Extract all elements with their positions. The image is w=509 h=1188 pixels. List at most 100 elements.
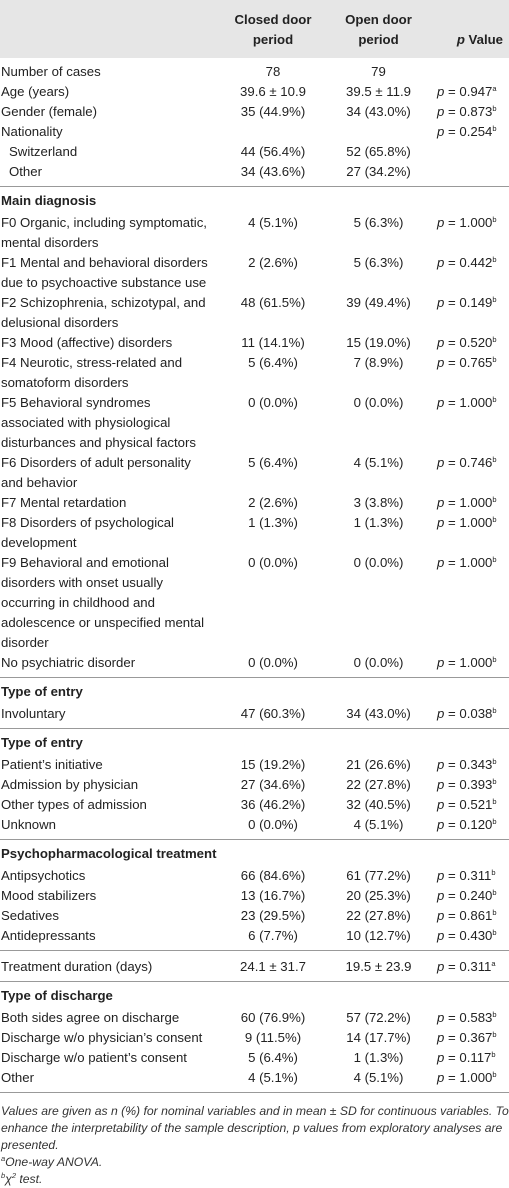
- p-value: p = 1.000b: [437, 495, 497, 510]
- p-value: p = 1.000b: [437, 655, 497, 670]
- header-open-door: Open door period: [345, 12, 412, 47]
- p-value: [425, 58, 509, 82]
- p-value: p = 0.861b: [437, 908, 497, 923]
- open-value: 10 (12.7%): [346, 928, 411, 943]
- table-row: F3 Mood (affective) disorders 11 (14.1%) 1…: [0, 333, 509, 353]
- p-letter: p: [437, 495, 445, 510]
- p-letter: p: [437, 455, 445, 470]
- closed-value: 24.1 ± 31.7: [240, 959, 306, 974]
- open-value: 4 (5.1%): [353, 455, 404, 470]
- table-row: F0 Organic, including symptomatic, menta…: [0, 213, 509, 253]
- open-value: 4 (5.1%): [332, 1068, 425, 1093]
- p-letter: p: [437, 706, 445, 721]
- table-row: Involuntary 47 (60.3%) 34 (43.0%) p = 0.038…: [0, 704, 509, 729]
- p-letter: p: [437, 1050, 445, 1065]
- open-value: 32 (40.5%): [346, 797, 411, 812]
- table-row: Age (years) 39.6 ± 10.9 39.5 ± 11.9 p = 0.9…: [0, 82, 509, 102]
- closed-value: 9 (11.5%): [244, 1030, 302, 1045]
- row-label: Other: [0, 1068, 214, 1093]
- table-row: Admission by physician 27 (34.6%) 22 (27.8…: [0, 775, 509, 795]
- p-value: p = 0.583b: [437, 1010, 497, 1025]
- table-row: F1 Mental and behavioral disorders due t…: [0, 253, 509, 293]
- open-value: 1 (1.3%): [353, 515, 404, 530]
- table-row: Unknown 0 (0.0%) 4 (5.1%) p = 0.120b: [0, 815, 509, 840]
- open-value: 0 (0.0%): [353, 395, 404, 410]
- closed-value: 47 (60.3%): [240, 706, 306, 721]
- row-label: Other: [9, 164, 42, 179]
- row-label: F6 Disorders of adult personality and be…: [1, 455, 191, 490]
- section-heading: Psychopharmacological treatment: [0, 839, 509, 866]
- p-value: p = 0.765b: [437, 355, 497, 370]
- p-value: p = 0.873b: [437, 104, 497, 119]
- p-letter: p: [437, 124, 445, 139]
- footnote-main: Values are given as n (%) for nominal va…: [1, 1104, 509, 1152]
- table-row: No psychiatric disorder 0 (0.0%) 0 (0.0%) p…: [0, 653, 509, 678]
- p-letter: p: [437, 928, 445, 943]
- closed-value: 39.6 ± 10.9: [240, 84, 306, 99]
- p-letter: p: [437, 555, 445, 570]
- footnote-a: aOne-way ANOVA.: [1, 1154, 103, 1169]
- p-letter: p: [437, 1070, 445, 1085]
- p-letter: p: [437, 355, 445, 370]
- row-label: F2 Schizophrenia, schizotypal, and delus…: [1, 295, 206, 330]
- row-label: F9 Behavioral and emotional disorders wi…: [1, 555, 205, 650]
- section-heading: Main diagnosis: [0, 186, 509, 213]
- open-value: 14 (17.7%): [346, 1030, 411, 1045]
- row-label: Mood stabilizers: [1, 888, 97, 903]
- closed-value: 34 (43.6%): [240, 164, 306, 179]
- table-row: Antidepressants 6 (7.7%) 10 (12.7%) p = 0.4…: [0, 926, 509, 951]
- section-heading-row: Type of entry: [0, 728, 509, 755]
- open-value: 27 (34.2%): [346, 164, 411, 179]
- p-letter: p: [437, 888, 445, 903]
- header-p-letter: p: [456, 32, 465, 47]
- table-row: F2 Schizophrenia, schizotypal, and delus…: [0, 293, 509, 333]
- row-label: No psychiatric disorder: [1, 655, 136, 670]
- closed-value: 23 (29.5%): [240, 908, 306, 923]
- closed-value: 36 (46.2%): [240, 797, 306, 812]
- p-value: p = 0.521b: [437, 797, 497, 812]
- closed-value: 0 (0.0%): [248, 395, 298, 410]
- open-value: 3 (3.8%): [353, 495, 404, 510]
- p-value: p = 0.746b: [437, 455, 497, 470]
- table-row: Both sides agree on discharge 60 (76.9%) 5…: [0, 1008, 509, 1028]
- p-letter: p: [437, 959, 445, 974]
- table-row: F7 Mental retardation 2 (2.6%) 3 (3.8%) p =…: [0, 493, 509, 513]
- closed-value: 44 (56.4%): [240, 144, 306, 159]
- row-label: Age (years): [1, 84, 70, 99]
- closed-value: [214, 122, 332, 142]
- p-letter: p: [437, 515, 445, 530]
- closed-value: 66 (84.6%): [240, 868, 306, 883]
- open-value: 22 (27.8%): [346, 777, 411, 792]
- row-label: F5 Behavioral syndromes associated with …: [1, 395, 196, 450]
- p-letter: p: [437, 255, 445, 270]
- row-label: F8 Disorders of psychological developmen…: [1, 515, 174, 550]
- row-label: Both sides agree on discharge: [1, 1010, 180, 1025]
- p-value: p = 0.120b: [437, 817, 497, 832]
- table-row: Switzerland 44 (56.4%) 52 (65.8%): [0, 142, 509, 162]
- table-row: Mood stabilizers 13 (16.7%) 20 (25.3%) p = …: [0, 886, 509, 906]
- row-label: Number of cases: [1, 64, 101, 79]
- closed-value: 48 (61.5%): [240, 295, 306, 310]
- header-closed-door: Closed door period: [234, 12, 312, 47]
- row-label: Treatment duration (days): [1, 959, 153, 974]
- row-label: Patient’s initiative: [1, 757, 103, 772]
- table-row: F6 Disorders of adult personality and be…: [0, 453, 509, 493]
- p-value: p = 0.367b: [437, 1030, 497, 1045]
- p-letter: p: [437, 84, 445, 99]
- open-value: 15 (19.0%): [346, 335, 411, 350]
- open-value: 52 (65.8%): [346, 144, 411, 159]
- p-value: p = 1.000b: [437, 555, 497, 570]
- p-value: p = 0.254b: [437, 124, 497, 139]
- closed-value: 2 (2.6%): [248, 255, 298, 270]
- open-value: 79: [371, 64, 386, 79]
- p-value: p = 0.240b: [437, 888, 497, 903]
- closed-value: 0 (0.0%): [248, 655, 298, 670]
- open-value: 5 (6.3%): [353, 255, 404, 270]
- p-letter: p: [437, 1010, 445, 1025]
- p-value: p = 0.343b: [437, 757, 497, 772]
- row-label: Discharge w/o physician’s consent: [1, 1030, 203, 1045]
- p-value: p = 0.117b: [437, 1050, 496, 1065]
- table-row: Sedatives 23 (29.5%) 22 (27.8%) p = 0.861b: [0, 906, 509, 926]
- open-value: 39.5 ± 11.9: [346, 84, 411, 99]
